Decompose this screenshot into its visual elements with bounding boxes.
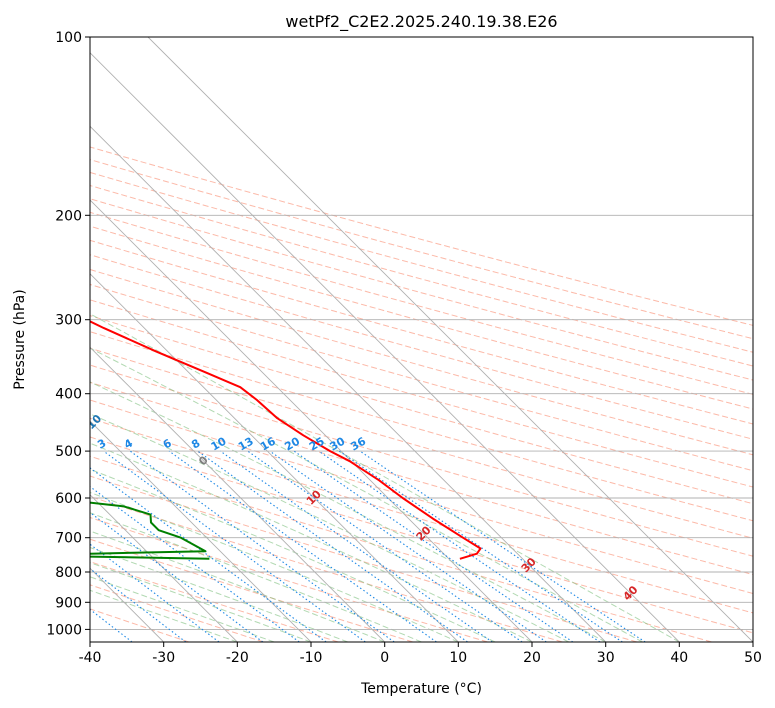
dry-adiabat [90,331,753,522]
x-tick-label: 10 [449,650,467,666]
y-tick-label: 200 [55,208,82,224]
x-tick-label: 20 [523,650,541,666]
y-axis-label: Pressure (hPa) [12,289,28,389]
isotherm-line [90,273,459,642]
dry-adiabat [90,364,753,557]
mixing-ratio-line [90,467,327,642]
dry-adiabat [90,239,753,425]
mixing-ratio-label: 1.5 [29,434,52,455]
mixing-ratio-line [103,450,366,642]
dry-adiabat [90,347,753,539]
y-tick-label: 700 [55,531,82,547]
dry-adiabat [90,436,753,634]
isotherm-line [90,346,386,642]
isotherm-line [147,37,753,642]
dewpoint-profile [90,501,210,560]
dry-adiabat [90,561,339,642]
mixing-ratio-line [168,450,437,642]
x-tick-label: 40 [670,650,688,666]
plot-frame [89,36,754,643]
mixing-ratio-line [220,450,493,642]
moist-adiabat [90,442,533,642]
dry-adiabat [90,417,753,614]
dry-adiabat [90,184,753,367]
x-tick-label: -10 [300,650,323,666]
mixing-ratio-line [197,450,468,642]
x-tick-label: -30 [152,650,175,666]
y-tick-label: 300 [55,313,82,329]
axes: -40 -30 -20 -10 0 10 20 30 40 50 1000 900 800 700 600 5… [46,30,762,666]
background-lines [90,37,753,642]
dry-adiabat [90,399,753,595]
x-tick-label: 0 [380,650,389,666]
dry-adiabat [90,495,563,642]
temperature-profile [90,320,482,560]
dry-adiabat [90,268,753,456]
mixing-ratio-line [90,543,220,642]
dry-adiabat [90,159,753,340]
moist-adiabat [90,381,606,642]
moist-adiabat [90,347,643,642]
data-series [90,320,482,560]
y-tick-label: 600 [55,491,82,507]
moist-adiabat [90,313,680,642]
isotherm-line [90,420,312,642]
mixing-ratio-line [359,450,646,642]
x-axis-label: Temperature (°C) [360,681,482,697]
mixing-ratio-label: 1 [1,437,14,452]
isotherm-line [90,52,680,642]
chart-title: wetPf2_C2E2.2025.240.19.38.E26 [285,12,557,32]
moist-adiabat [90,468,496,642]
isotherm-line [90,199,533,642]
dry-adiabat [90,455,712,642]
isotherm-line [90,494,238,642]
mixing-ratio-line [338,450,623,642]
y-tick-label: 1000 [46,622,82,638]
moist-adiabat [90,589,238,642]
y-tick-label: 800 [55,565,82,581]
x-tick-label: -40 [79,650,102,666]
plot-background [90,37,753,642]
moist-adiabat [90,576,275,642]
mixing-ratio-line [269,450,547,642]
moist-adiabat [90,562,312,642]
y-tick-label: 900 [55,595,82,611]
dry-adiabat [90,584,264,642]
y-tick-label: 100 [55,30,82,46]
dry-adiabat [90,225,753,410]
dry-adiabat [90,198,753,381]
x-tick-label: 30 [597,650,615,666]
isotherm-line [90,125,607,642]
dry-adiabat [90,146,753,326]
x-tick-label: 50 [744,650,762,666]
x-tick-label: -20 [226,650,249,666]
moist-adiabat [90,530,385,642]
y-tick-label: 500 [55,444,82,460]
y-tick-label: 400 [55,387,82,403]
dry-adiabat [90,516,488,642]
mixing-ratio-line [247,450,523,642]
mixing-ratio-line [129,450,395,642]
dry-adiabat [90,475,638,642]
